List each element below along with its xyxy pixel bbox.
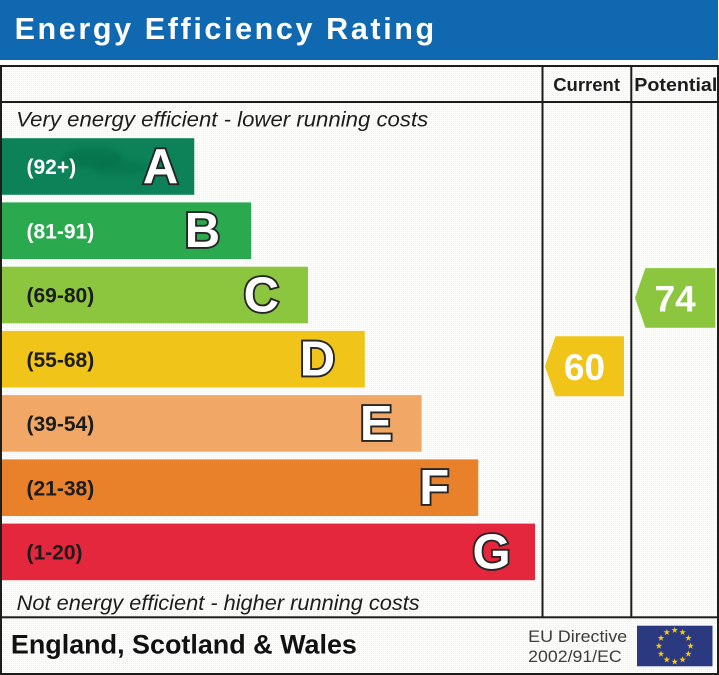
svg-text:G: G xyxy=(473,525,511,579)
svg-text:Current: Current xyxy=(553,74,620,95)
svg-text:2002/91/EC: 2002/91/EC xyxy=(528,647,622,666)
svg-text:(55-68): (55-68) xyxy=(27,349,95,372)
svg-text:(1-20): (1-20) xyxy=(27,542,83,565)
svg-text:(39-54): (39-54) xyxy=(27,413,95,436)
svg-text:F: F xyxy=(419,461,449,515)
svg-text:B: B xyxy=(185,204,220,258)
svg-text:C: C xyxy=(244,268,279,322)
svg-text:(69-80): (69-80) xyxy=(27,285,95,308)
svg-text:Not energy efficient - higher: Not energy efficient - higher running co… xyxy=(17,592,421,615)
svg-text:Energy Efficiency Rating: Energy Efficiency Rating xyxy=(15,12,437,46)
svg-text:(21-38): (21-38) xyxy=(27,477,95,500)
svg-text:EU Directive: EU Directive xyxy=(528,627,627,646)
svg-text:Potential: Potential xyxy=(634,74,717,95)
svg-text:Very energy efficient - lower: Very energy efficient - lower running co… xyxy=(16,108,429,131)
svg-text:(92+): (92+) xyxy=(27,156,77,179)
svg-text:D: D xyxy=(300,333,335,387)
svg-text:England, Scotland & Wales: England, Scotland & Wales xyxy=(11,630,357,660)
svg-text:E: E xyxy=(360,397,393,451)
svg-text:(81-91): (81-91) xyxy=(27,220,95,243)
svg-text:A: A xyxy=(143,140,178,194)
svg-text:74: 74 xyxy=(655,279,697,320)
svg-text:60: 60 xyxy=(564,347,605,388)
